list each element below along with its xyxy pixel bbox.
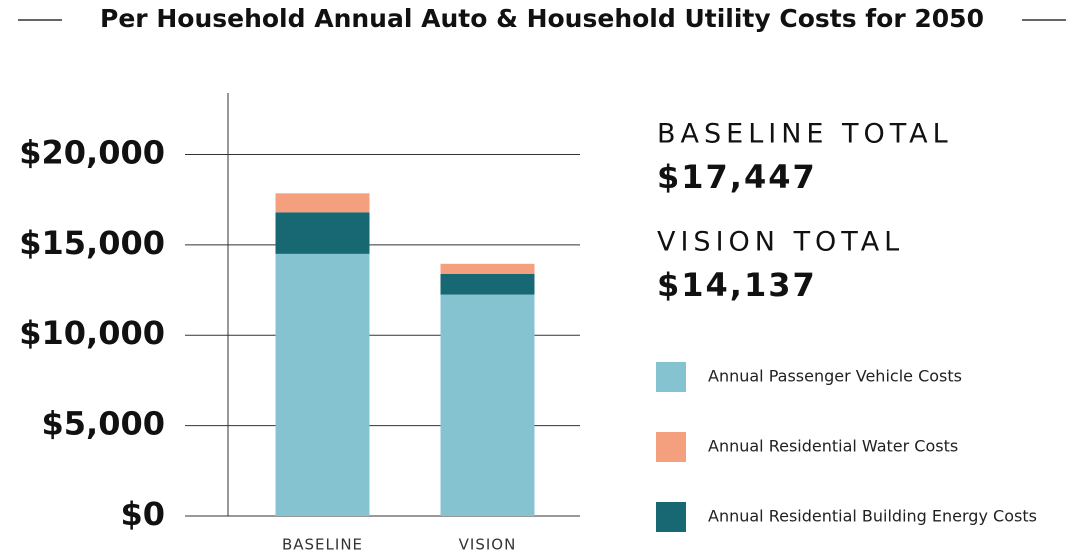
legend-label: Annual Residential Building Energy Costs <box>708 507 1037 526</box>
x-tick-label: BASELINE <box>282 536 363 554</box>
legend-swatch <box>656 362 686 392</box>
bar-segment <box>275 253 370 516</box>
legend-label: Annual Passenger Vehicle Costs <box>708 367 962 386</box>
bar-segment <box>440 263 535 274</box>
y-tick-label: $15,000 <box>19 224 165 262</box>
bar-segment <box>275 193 370 213</box>
bar-segment <box>440 273 535 295</box>
legend-label: Annual Residential Water Costs <box>708 437 958 456</box>
x-tick-label: VISION <box>459 536 517 554</box>
y-tick-label: $0 <box>120 495 165 533</box>
bar-segment <box>275 212 370 254</box>
total-label: VISION TOTAL <box>657 227 904 258</box>
legend-swatch <box>656 432 686 462</box>
chart-title: Per Household Annual Auto & Household Ut… <box>100 4 984 33</box>
total-value: $17,447 <box>657 158 817 196</box>
y-tick-label: $5,000 <box>42 405 165 443</box>
total-value: $14,137 <box>657 266 817 304</box>
total-label: BASELINE TOTAL <box>657 119 953 150</box>
y-tick-label: $10,000 <box>19 314 165 352</box>
bar-segment <box>440 294 535 516</box>
legend-swatch <box>656 502 686 532</box>
y-tick-label: $20,000 <box>19 133 165 171</box>
